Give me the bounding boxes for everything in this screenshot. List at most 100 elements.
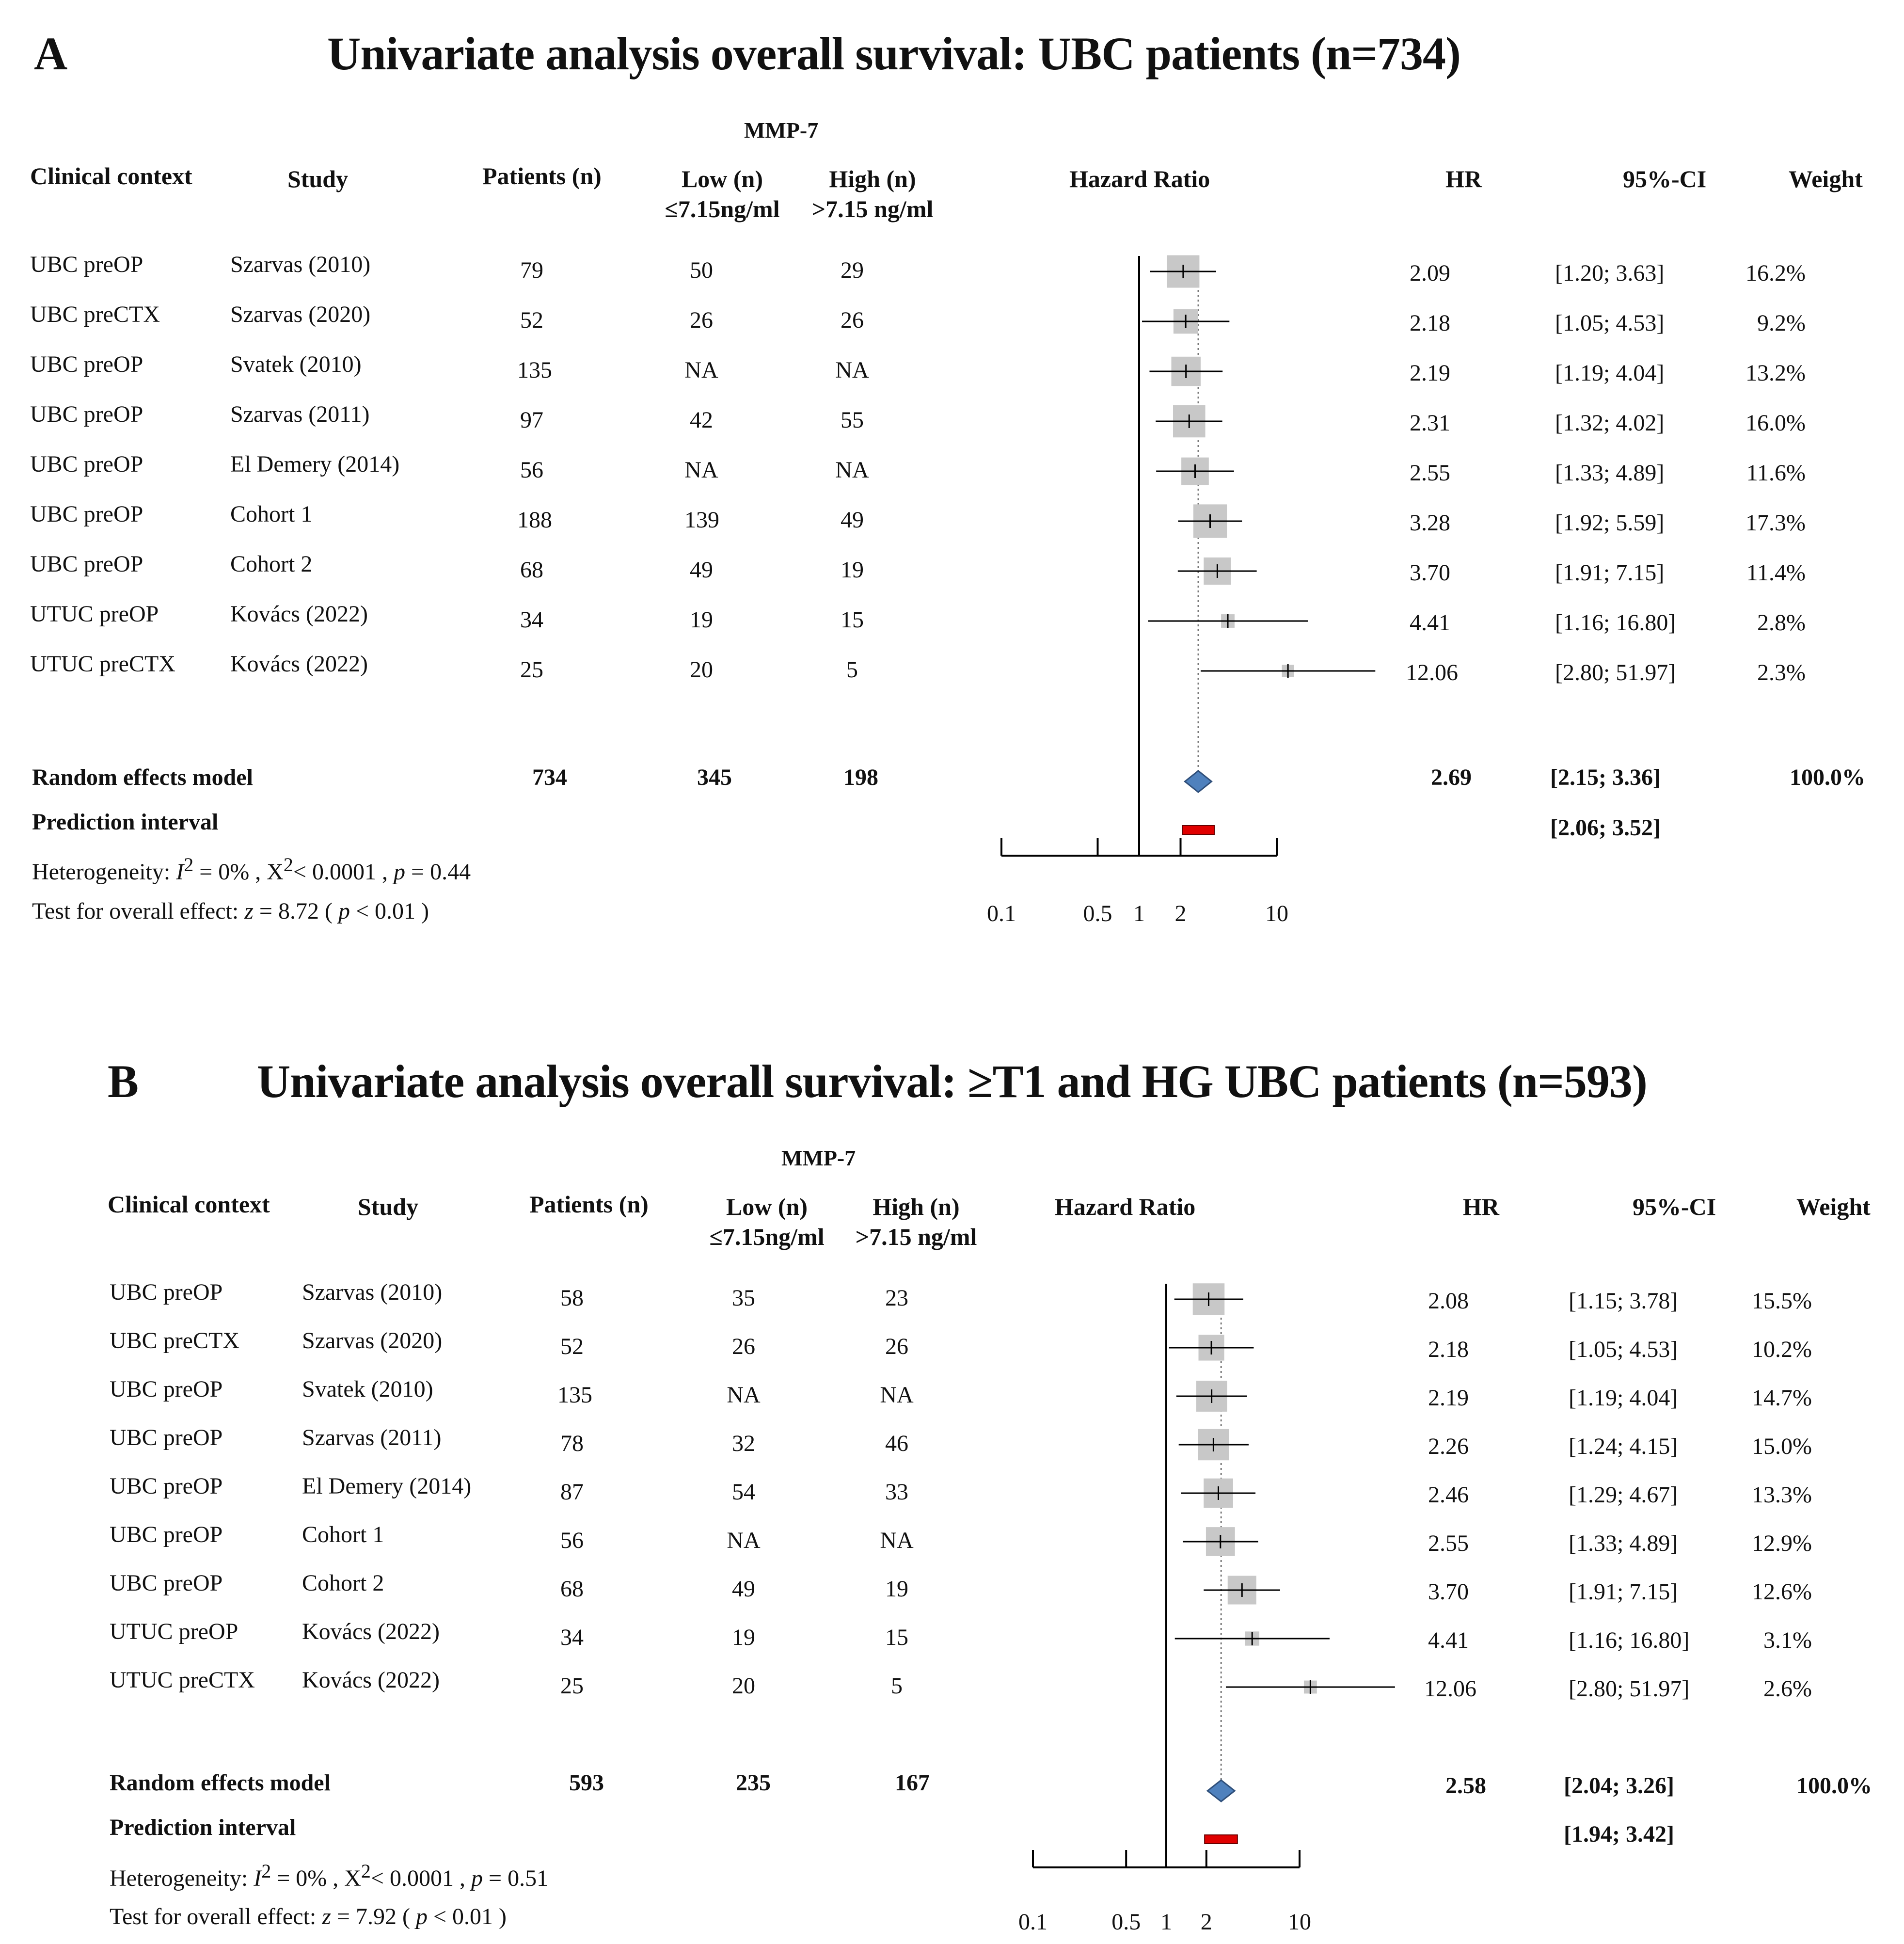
header-context: Clinical context <box>108 1191 270 1218</box>
summary-high: 198 <box>843 765 878 790</box>
panel-letter: B <box>108 1055 139 1107</box>
header-weight: Weight <box>1796 1193 1871 1220</box>
chi2-value: < 0.0001 , <box>370 1865 471 1891</box>
row-low: 49 <box>690 557 713 583</box>
header-hr: HR <box>1445 165 1482 192</box>
row-high: 5 <box>891 1673 903 1699</box>
row-hr: 12.06 <box>1424 1676 1476 1702</box>
row-low: NA <box>684 457 718 483</box>
prediction-ci: [2.06; 3.52] <box>1550 815 1661 841</box>
row-ci: [1.32; 4.02] <box>1555 410 1665 436</box>
row-study: Cohort 2 <box>302 1570 384 1596</box>
header-high-sub: >7.15 ng/ml <box>855 1223 977 1250</box>
row-low: 26 <box>732 1334 755 1359</box>
i2-symbol: I <box>254 1865 262 1891</box>
row-study: Kovács (2022) <box>302 1619 440 1644</box>
row-study: Kovács (2022) <box>230 601 368 627</box>
summary-diamond <box>1206 1779 1236 1802</box>
summary-low: 235 <box>736 1770 771 1796</box>
row-high: NA <box>880 1382 914 1408</box>
row-high: 26 <box>885 1334 908 1359</box>
row-weight: 3.1% <box>1763 1627 1812 1653</box>
row-hr: 2.19 <box>1410 360 1450 386</box>
row-ci: [1.20; 3.63] <box>1555 260 1665 286</box>
row-ci: [1.15; 3.78] <box>1569 1288 1678 1314</box>
z-value: = 7.92 ( <box>331 1904 416 1929</box>
row-hr: 2.55 <box>1410 460 1450 486</box>
group-header: MMP-7 <box>744 118 819 143</box>
row-hr: 2.08 <box>1428 1288 1469 1314</box>
row-hr: 2.18 <box>1410 310 1450 336</box>
row-patients: 25 <box>560 1673 584 1699</box>
row-context: UTUC preOP <box>110 1619 238 1644</box>
header-ci: 95%-CI <box>1623 165 1707 192</box>
row-patients: 87 <box>560 1479 584 1505</box>
row-weight: 2.3% <box>1757 660 1806 685</box>
z-value: = 8.72 ( <box>253 898 338 924</box>
row-patients: 56 <box>560 1528 584 1553</box>
prediction-interval-bar <box>1182 825 1215 835</box>
row-low: 20 <box>732 1673 755 1699</box>
summary-patients: 593 <box>569 1770 604 1796</box>
header-high-label: High (n) <box>829 165 916 192</box>
p-value: = 0.44 <box>405 859 471 885</box>
row-low: 26 <box>690 307 713 333</box>
row-high: 55 <box>841 407 864 433</box>
row-patients: 79 <box>520 257 543 283</box>
row-weight: 15.5% <box>1752 1288 1812 1314</box>
p-symbol: p <box>415 1904 428 1929</box>
row-patients: 78 <box>560 1431 584 1456</box>
summary-label: Random effects model <box>32 765 253 790</box>
row-hr: 3.70 <box>1410 560 1450 586</box>
row-context: UBC preOP <box>110 1473 223 1499</box>
x-tick-label: 0.5 <box>1111 1909 1141 1935</box>
row-study: Szarvas (2020) <box>302 1328 443 1354</box>
row-ci: [1.33; 4.89] <box>1555 460 1665 486</box>
x-tick-label: 0.5 <box>1083 901 1112 926</box>
row-context: UBC preOP <box>30 451 143 477</box>
row-high: 33 <box>885 1479 908 1505</box>
row-patients: 188 <box>517 507 552 533</box>
row-patients: 52 <box>520 307 543 333</box>
row-study: Cohort 1 <box>302 1522 384 1547</box>
row-ci: [1.92; 5.59] <box>1555 510 1665 536</box>
row-weight: 11.4% <box>1746 560 1806 586</box>
header-high: High (n) >7.15 ng/ml <box>848 1192 984 1252</box>
overall-effect: Test for overall effect: z = 8.72 ( p < … <box>32 898 429 924</box>
heterogeneity-label: Heterogeneity: <box>110 1865 254 1891</box>
row-study: Cohort 2 <box>230 551 313 577</box>
row-hr: 2.09 <box>1410 260 1450 286</box>
summary-hr: 2.69 <box>1431 765 1472 790</box>
summary-patients: 734 <box>532 765 567 790</box>
header-hr: HR <box>1463 1193 1499 1220</box>
row-weight: 13.3% <box>1752 1482 1812 1508</box>
x-tick-label: 2 <box>1174 901 1186 926</box>
summary-high: 167 <box>895 1770 930 1796</box>
summary-ci: [2.15; 3.36] <box>1550 765 1661 790</box>
row-context: UBC preOP <box>110 1570 223 1596</box>
row-weight: 15.0% <box>1752 1434 1812 1459</box>
p-value: < 0.01 ) <box>349 898 429 924</box>
row-low: 54 <box>732 1479 755 1505</box>
row-low: NA <box>727 1382 761 1408</box>
i2-value: = 0% , X <box>271 1865 361 1891</box>
header-low-sub: ≤7.15ng/ml <box>709 1223 825 1250</box>
summary-weight: 100.0% <box>1790 765 1865 790</box>
header-patients: Patients (n) <box>482 162 602 190</box>
row-ci: [1.16; 16.80] <box>1555 610 1676 636</box>
summary-weight: 100.0% <box>1796 1773 1872 1799</box>
row-hr: 3.28 <box>1410 510 1450 536</box>
row-high: NA <box>835 457 869 483</box>
row-study: Svatek (2010) <box>230 351 362 377</box>
row-low: NA <box>727 1528 761 1553</box>
overall-effect: Test for overall effect: z = 7.92 ( p < … <box>110 1903 507 1930</box>
row-weight: 13.2% <box>1745 360 1806 386</box>
row-low: 139 <box>684 507 719 533</box>
row-ci: [1.19; 4.04] <box>1555 360 1665 386</box>
row-study: Kovács (2022) <box>302 1667 440 1693</box>
row-context: UTUC preOP <box>30 601 159 627</box>
header-low-sub: ≤7.15ng/ml <box>665 195 780 223</box>
row-study: Svatek (2010) <box>302 1376 433 1402</box>
summary-ci: [2.04; 3.26] <box>1564 1773 1674 1799</box>
row-weight: 2.6% <box>1763 1676 1812 1702</box>
